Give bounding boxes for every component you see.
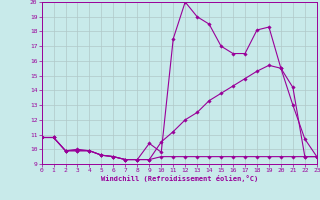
- X-axis label: Windchill (Refroidissement éolien,°C): Windchill (Refroidissement éolien,°C): [100, 175, 258, 182]
